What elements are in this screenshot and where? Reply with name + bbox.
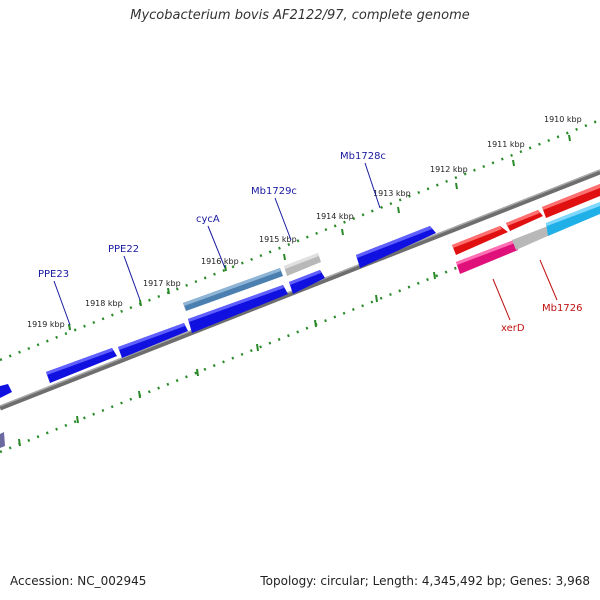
reverse-genes [0, 202, 600, 448]
gene-Mb1726[interactable] [546, 202, 600, 236]
tick-labels: 1919 kbp 1918 kbp 1917 kbp 1916 kbp 1915… [27, 115, 582, 329]
tick-mark [341, 228, 344, 236]
accession-text: Accession: NC_002945 [10, 574, 147, 588]
tick-label: 1912 kbp [430, 165, 468, 174]
gene-PPE22[interactable] [118, 323, 188, 358]
gene-labels: PPE23 PPE22 cycA Mb1729c Mb1728c xerD Mb… [38, 151, 582, 334]
gene-label-cycA: cycA [196, 214, 220, 225]
gene-left-bottom[interactable] [0, 432, 5, 448]
tick-mark [433, 271, 436, 280]
tick-mark [18, 438, 21, 447]
tick-mark [455, 182, 458, 190]
tick-mark [397, 206, 400, 214]
gene-Mb1729c[interactable] [284, 253, 321, 276]
gene-red-3[interactable] [542, 184, 600, 218]
tick-mark [196, 368, 199, 377]
gene-Mb1728c[interactable] [356, 226, 436, 268]
tick-mark [283, 253, 286, 261]
tick-mark [224, 264, 227, 272]
gene-label-PPE23: PPE23 [38, 269, 69, 280]
gene-blue-short[interactable] [289, 270, 325, 294]
tick-mark [68, 323, 71, 331]
tick-mark [138, 390, 141, 399]
gene-label-Mb1729c: Mb1729c [251, 186, 297, 197]
tick-label: 1914 kbp [316, 212, 354, 221]
gene-label-Mb1726: Mb1726 [542, 303, 582, 314]
gene-left-edge[interactable] [0, 384, 12, 398]
tick-label: 1917 kbp [143, 279, 181, 288]
gene-label-Mb1728c: Mb1728c [340, 151, 386, 162]
gene-cycA[interactable] [183, 268, 283, 311]
tick-mark [256, 343, 259, 352]
tick-mark [375, 294, 378, 303]
gene-label-PPE22: PPE22 [108, 244, 139, 255]
outer-major-ticks [68, 134, 571, 331]
tick-label: 1915 kbp [259, 235, 297, 244]
gene-red-2[interactable] [506, 210, 543, 231]
tick-label: 1918 kbp [85, 299, 123, 308]
tick-mark [314, 319, 317, 328]
forward-genes [183, 184, 600, 311]
gene-label-xerD: xerD [501, 323, 525, 334]
tick-label: 1919 kbp [27, 320, 65, 329]
tick-label: 1916 kbp [201, 257, 239, 266]
tick-mark [139, 299, 142, 307]
topology-text: Topology: circular; Length: 4,345,492 bp… [260, 574, 590, 588]
tick-label: 1910 kbp [544, 115, 582, 124]
tick-mark [568, 134, 571, 142]
tick-label: 1911 kbp [487, 140, 525, 149]
tick-mark [167, 287, 170, 295]
gene-PPE23[interactable] [46, 348, 117, 383]
tick-label: 1913 kbp [373, 189, 411, 198]
gene-grey-small[interactable] [512, 226, 550, 250]
gene-red-1[interactable] [452, 226, 508, 255]
map-title: Mycobacterium bovis AF2122/97, complete … [130, 8, 470, 23]
tick-mark [512, 159, 515, 167]
tick-mark [76, 415, 79, 424]
gene-blue-long[interactable] [188, 285, 288, 333]
label-lines [53, 162, 558, 326]
gene-xerD[interactable] [456, 240, 518, 274]
